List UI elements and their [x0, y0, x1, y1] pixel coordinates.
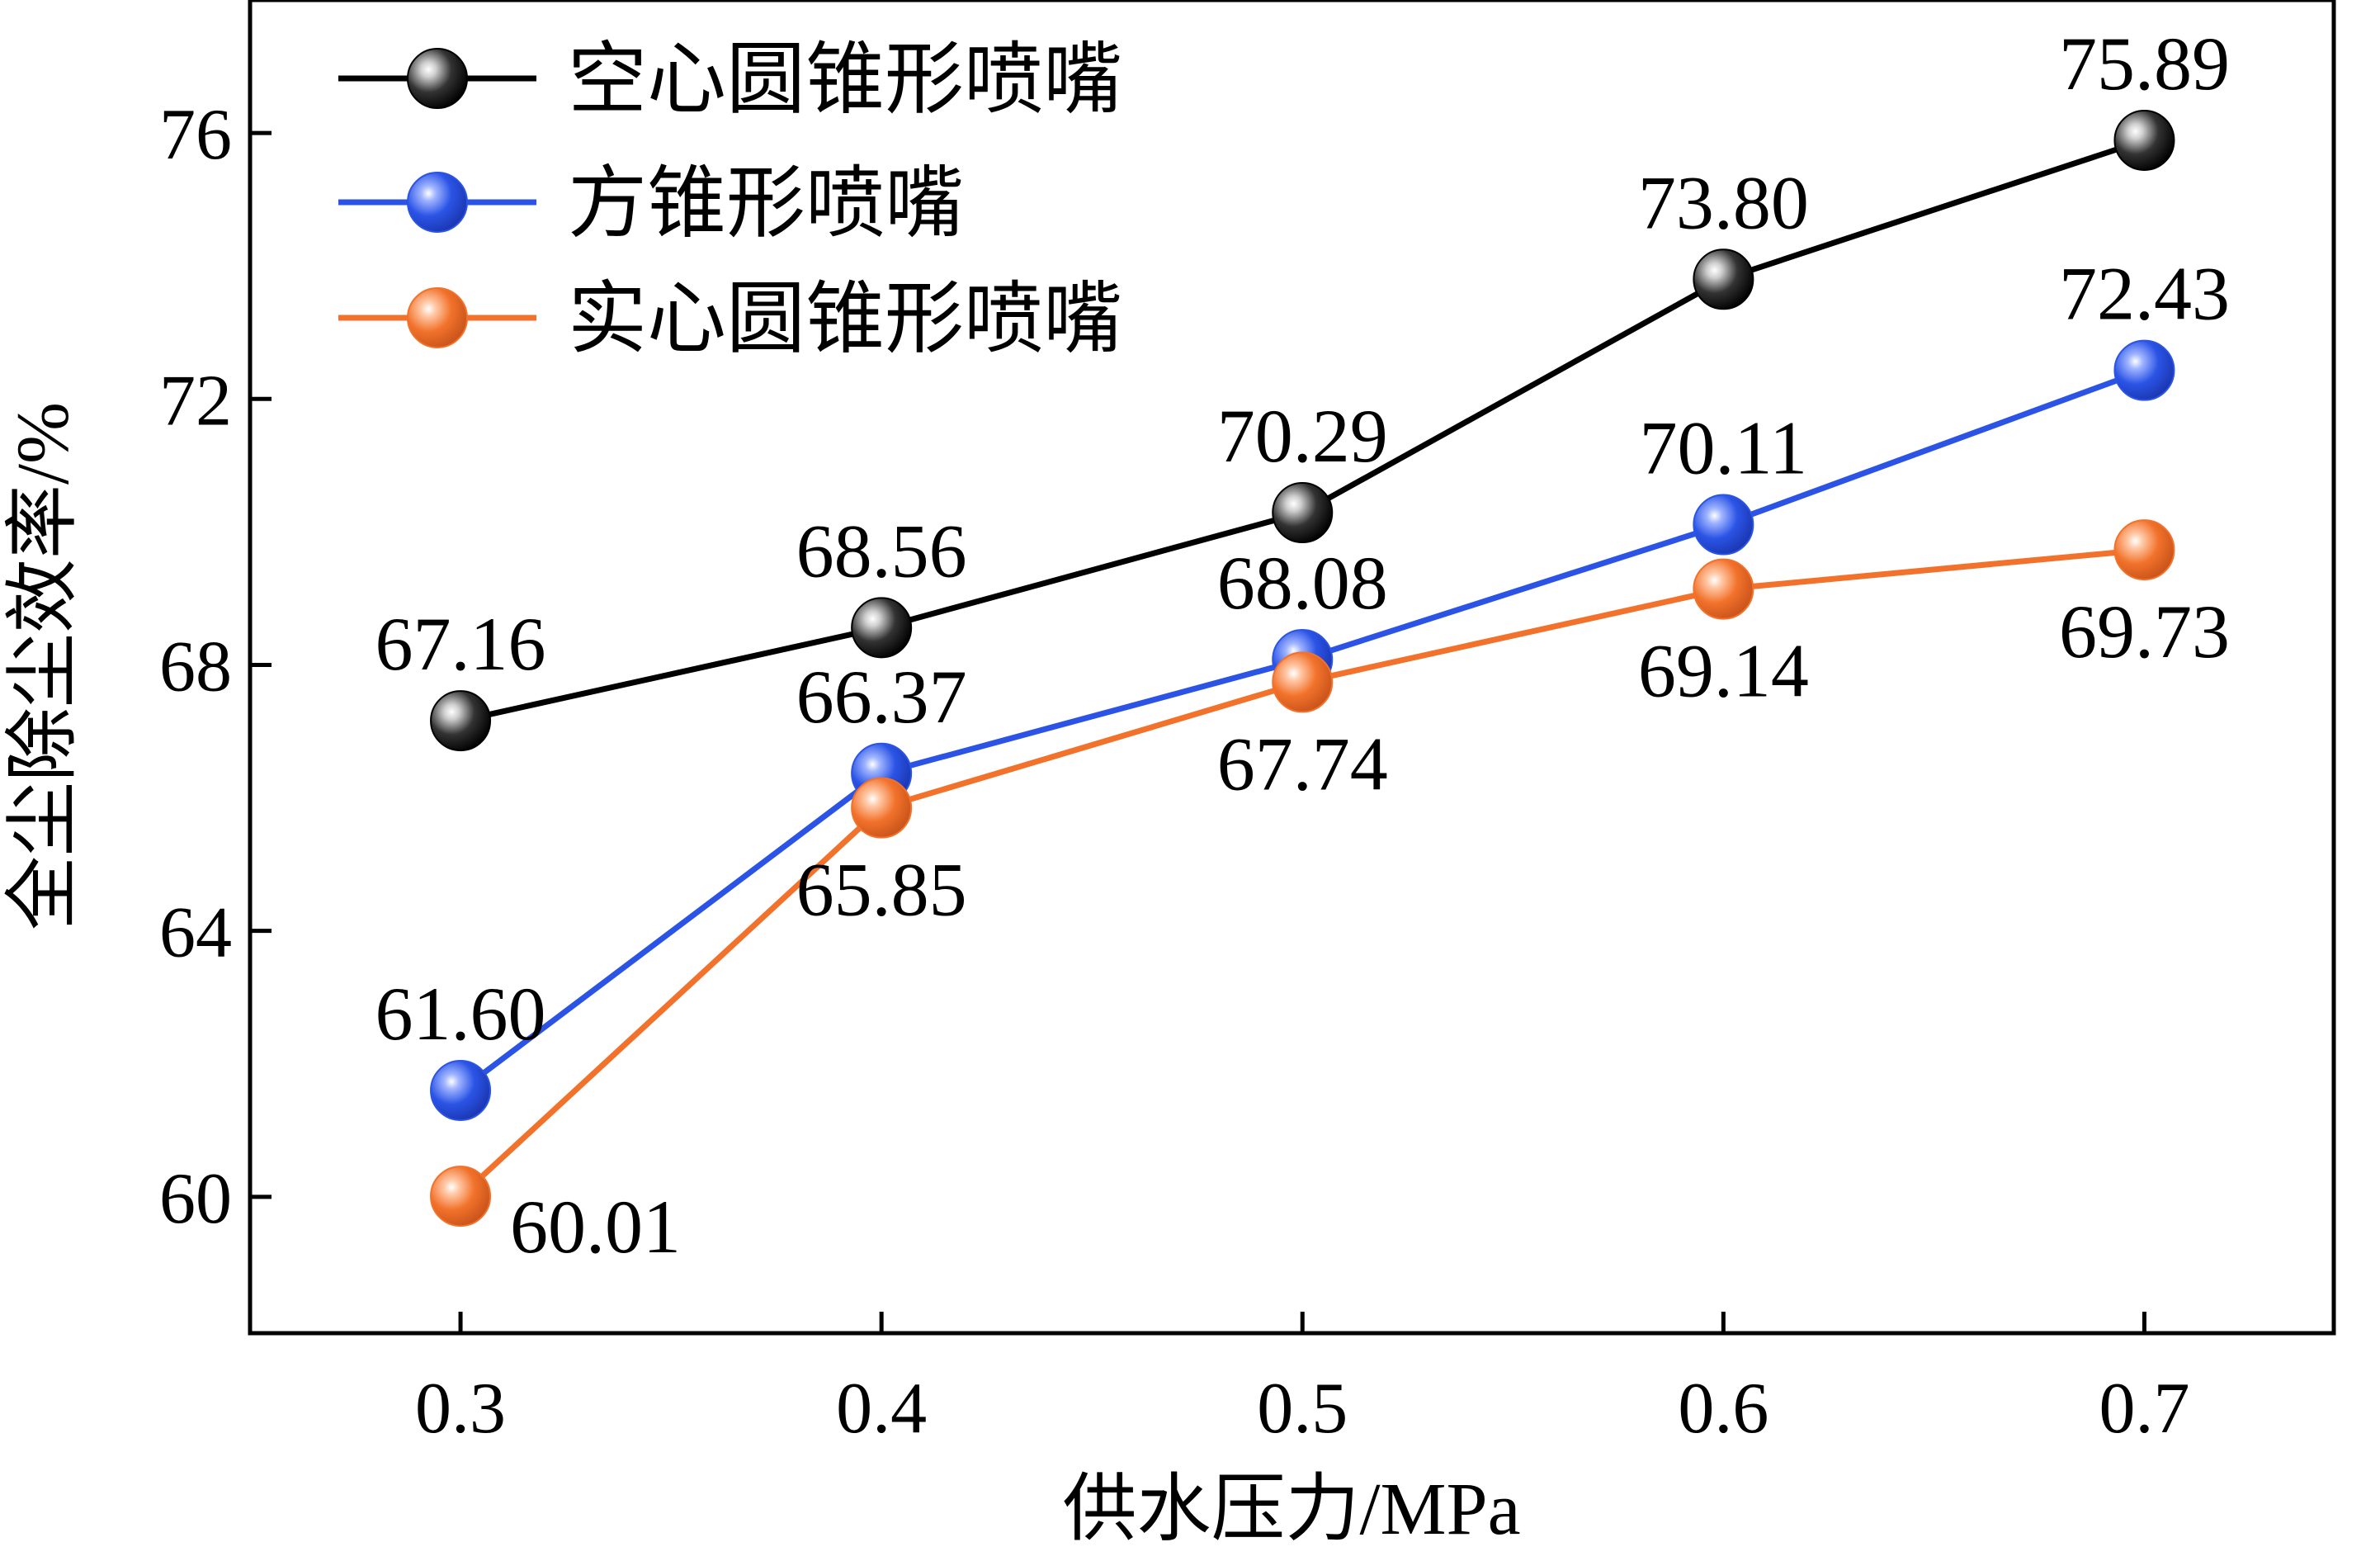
legend-marker [407, 287, 468, 348]
y-tick-label: 60 [159, 1159, 232, 1239]
data-label-layer: 67.16 68.56 70.29 73.80 75.89 61.60 66.37 68.08… [375, 21, 2230, 1269]
data-label: 66.37 [796, 655, 967, 739]
x-axis: 0.3 0.4 0.5 0.6 0.7 [415, 1312, 2189, 1449]
y-tick-label: 64 [159, 893, 232, 973]
series-1-point [1693, 494, 1754, 556]
data-label: 70.11 [1640, 406, 1808, 490]
legend-marker [407, 48, 468, 109]
data-label: 61.60 [375, 972, 546, 1056]
legend-marker [407, 172, 468, 233]
series-2-point [2113, 519, 2175, 581]
data-label: 67.16 [375, 602, 546, 686]
y-tick-label: 72 [159, 361, 232, 441]
data-label: 68.08 [1217, 541, 1388, 625]
series-0-point [1272, 482, 1334, 544]
data-label: 65.85 [796, 848, 967, 932]
series-2-point [1272, 651, 1334, 713]
series-0-point [1693, 248, 1754, 310]
series-2-point [430, 1166, 492, 1228]
data-label: 60.01 [510, 1185, 681, 1269]
legend-label: 实心圆锥形喷嘴 [568, 275, 1122, 363]
y-tick-label: 76 [159, 95, 232, 175]
y-axis-title: 全尘除尘效率/% [2, 402, 84, 930]
data-label: 73.80 [1638, 160, 1809, 244]
data-label: 67.74 [1217, 721, 1388, 806]
y-tick-label: 68 [159, 627, 232, 707]
series-1-point [430, 1059, 492, 1121]
series-2-point [851, 777, 913, 839]
series-layer [430, 109, 2175, 1228]
legend-label: 空心圆锥形喷嘴 [568, 35, 1122, 124]
y-axis: 60 64 68 72 76 [159, 95, 272, 1239]
series-0-point [851, 597, 913, 659]
series-0-point [2113, 109, 2175, 171]
legend-label: 方锥形喷嘴 [568, 159, 964, 248]
x-tick-label: 0.7 [2099, 1369, 2189, 1449]
series-1-point [2113, 339, 2175, 401]
data-label: 69.73 [2059, 589, 2230, 674]
x-axis-title: 供水压力/MPa [1062, 1469, 1520, 1550]
data-label: 68.56 [796, 509, 967, 593]
x-tick-label: 0.4 [836, 1369, 927, 1449]
x-tick-label: 0.5 [1257, 1369, 1348, 1449]
series-0-point [430, 690, 492, 752]
data-label: 75.89 [2059, 21, 2230, 106]
series-2-point [1693, 558, 1754, 620]
data-label: 70.29 [1217, 394, 1388, 478]
x-tick-label: 0.3 [415, 1369, 506, 1449]
x-tick-label: 0.6 [1678, 1369, 1768, 1449]
data-label: 69.14 [1638, 629, 1809, 713]
data-label: 72.43 [2059, 252, 2230, 336]
